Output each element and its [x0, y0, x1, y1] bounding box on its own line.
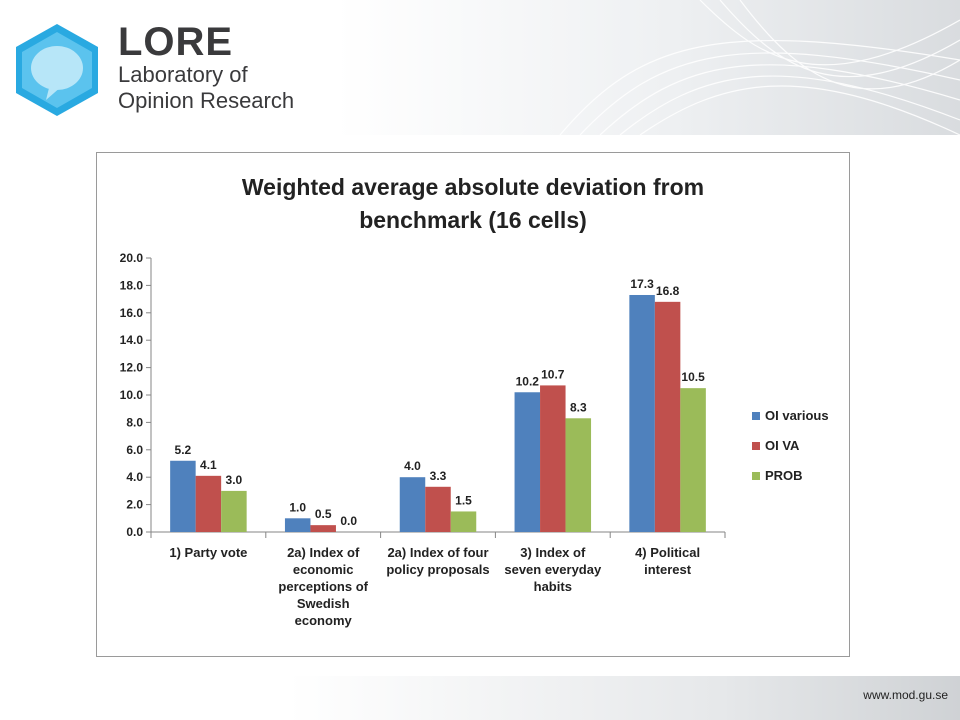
y-tick-label: 14.0 [120, 333, 144, 347]
x-category-label: policy proposals [386, 562, 489, 577]
x-category-label: 2a) Index of [287, 545, 360, 560]
data-label: 16.8 [656, 284, 680, 298]
y-tick-label: 10.0 [120, 388, 144, 402]
x-category-label: 4) Political [635, 545, 700, 560]
x-category-label: 2a) Index of four [387, 545, 488, 560]
data-label: 4.1 [200, 458, 217, 472]
data-label: 4.0 [404, 459, 421, 473]
legend-label: OI VA [765, 438, 800, 453]
hexagon-speech-bubble-logo [16, 24, 98, 116]
legend-swatch [752, 412, 760, 420]
footer-url[interactable]: www.mod.gu.se [863, 688, 948, 702]
chart-title-line-1: Weighted average absolute deviation from [242, 174, 704, 200]
x-category-label: Swedish [297, 596, 350, 611]
legend-swatch [752, 472, 760, 480]
y-tick-label: 20.0 [120, 251, 144, 265]
data-label: 8.3 [570, 400, 587, 414]
bar-prob [450, 511, 477, 532]
data-label: 10.2 [516, 374, 540, 388]
bar-oi-va [195, 475, 222, 532]
brand-name: LORE [118, 20, 234, 64]
legend-label: OI various [765, 408, 829, 423]
data-label: 0.0 [340, 514, 357, 528]
data-label: 17.3 [630, 277, 654, 291]
y-tick-label: 12.0 [120, 361, 144, 375]
data-label: 3.3 [430, 469, 447, 483]
bar-oi-va [654, 301, 681, 532]
x-category-label: economy [295, 613, 353, 628]
y-tick-label: 0.0 [126, 525, 143, 539]
chart-title-line-2: benchmark (16 cells) [359, 207, 587, 233]
bar-oi-va [425, 486, 451, 532]
header-wave-decoration [559, 0, 960, 135]
legend-label: PROB [765, 468, 803, 483]
bar-oi-various [284, 518, 311, 532]
brand-line-2: Opinion Research [118, 88, 295, 113]
y-tick-label: 6.0 [126, 443, 143, 457]
bar-prob [221, 490, 247, 532]
x-category-label: 1) Party vote [169, 545, 247, 560]
data-label: 1.0 [289, 500, 306, 514]
header-banner [0, 0, 960, 135]
data-label: 10.7 [541, 367, 565, 381]
data-label: 10.5 [681, 370, 705, 384]
data-label: 0.5 [315, 507, 332, 521]
lore-logo [12, 22, 102, 123]
bar-prob [680, 388, 706, 532]
data-label: 3.0 [226, 473, 243, 487]
chart-frame: Weighted average absolute deviation from… [96, 152, 850, 657]
bar-oi-various [399, 477, 426, 532]
bar-oi-various [514, 392, 541, 532]
bar-oi-va [540, 385, 566, 532]
data-label: 1.5 [455, 493, 472, 507]
footer-banner [0, 676, 960, 720]
bar-prob [565, 418, 592, 532]
y-tick-label: 8.0 [126, 415, 143, 429]
brand-block: LORE Laboratory of Opinion Research [118, 22, 294, 114]
data-label: 5.2 [175, 443, 192, 457]
legend-swatch [752, 442, 760, 450]
y-tick-label: 2.0 [126, 498, 143, 512]
x-category-label: perceptions of [278, 579, 368, 594]
x-category-label: habits [534, 579, 572, 594]
bar-oi-various [629, 294, 655, 532]
x-category-label: economic [293, 562, 354, 577]
x-category-label: interest [644, 562, 692, 577]
bar-chart: Weighted average absolute deviation from… [120, 174, 829, 628]
brand-line-1: Laboratory of [118, 62, 248, 87]
x-category-label: seven everyday [504, 562, 602, 577]
y-tick-label: 4.0 [126, 470, 143, 484]
y-tick-label: 16.0 [120, 306, 144, 320]
y-tick-label: 18.0 [120, 278, 144, 292]
x-category-label: 3) Index of [520, 545, 586, 560]
bar-oi-va [310, 525, 336, 532]
bar-oi-various [170, 460, 196, 532]
